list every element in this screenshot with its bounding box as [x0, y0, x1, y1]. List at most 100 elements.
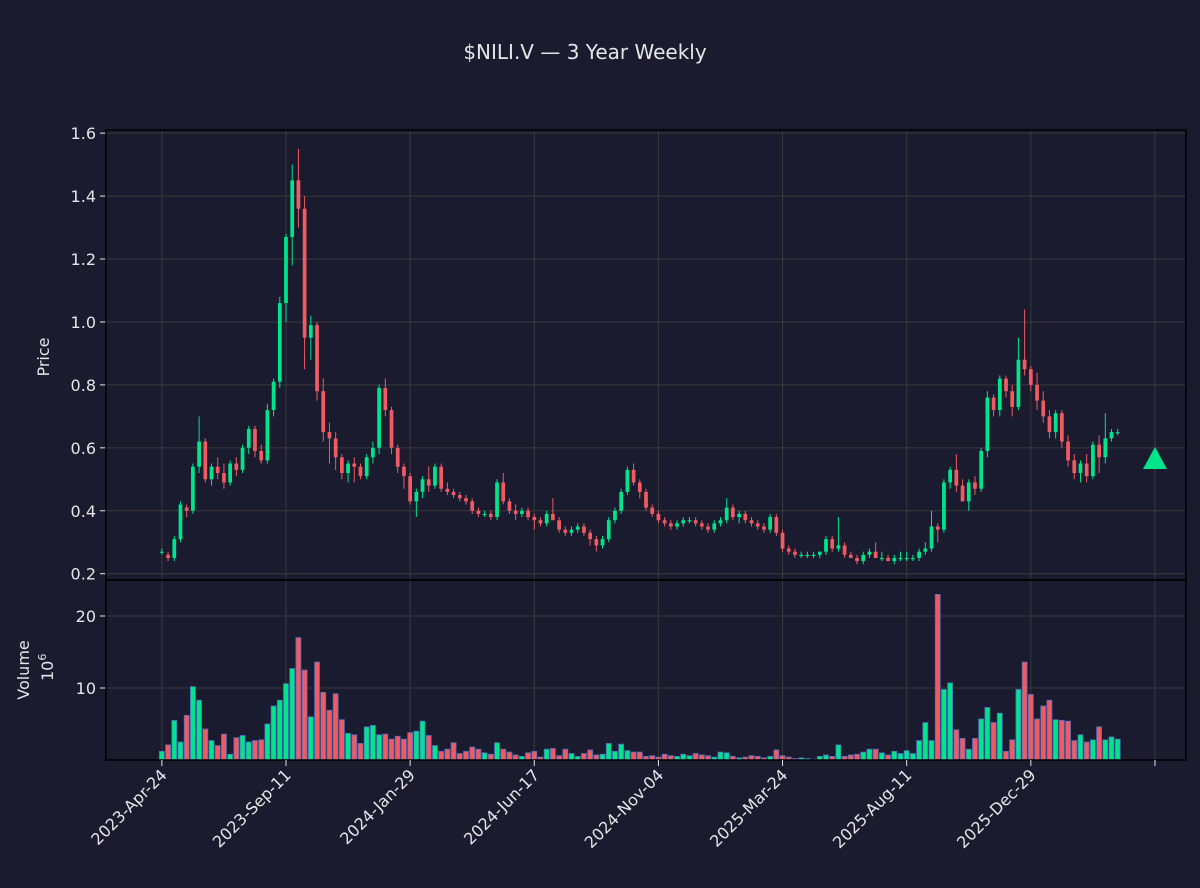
- candle-body-48: [457, 495, 462, 499]
- volume-bar-135: [996, 712, 1003, 761]
- candle-body-100: [780, 532, 785, 549]
- volume-bar-143: [1046, 699, 1053, 761]
- candle-94: [743, 510, 748, 524]
- volume-bar-109: [835, 744, 842, 761]
- candle-body-93: [737, 513, 741, 518]
- candle-0: [160, 548, 164, 555]
- volume-bar-153: [1108, 736, 1115, 761]
- candle-52: [482, 510, 487, 518]
- candle-31: [352, 457, 357, 483]
- candle-28: [333, 432, 338, 470]
- candle-38: [395, 444, 400, 474]
- candle-119: [898, 551, 903, 562]
- candle-9: [215, 457, 220, 480]
- volume-bar-107: [823, 754, 829, 761]
- candle-20: [284, 233, 288, 322]
- volume-bar-30: [345, 732, 351, 761]
- volume-bar-112: [854, 753, 860, 761]
- volume-bar-19: [276, 699, 283, 761]
- candle-97: [762, 523, 766, 533]
- candle-90: [718, 517, 723, 527]
- candle-body-84: [681, 520, 686, 524]
- candle-126: [942, 479, 946, 533]
- candle-135: [997, 375, 1002, 417]
- candle-44: [433, 463, 437, 489]
- candle-39: [402, 463, 406, 489]
- volume-bar-12: [233, 737, 240, 761]
- candle-64: [557, 517, 561, 533]
- candle-body-94: [743, 513, 748, 521]
- volume-bar-48: [456, 753, 463, 761]
- candle-63: [551, 498, 555, 521]
- candle-body-43: [426, 479, 431, 486]
- candle-body-60: [532, 517, 537, 521]
- candle-body-135: [997, 378, 1002, 411]
- candle-body-5: [191, 466, 195, 511]
- volume-bar-26: [320, 691, 327, 761]
- candle-body-45: [439, 466, 444, 489]
- candle-139: [1022, 309, 1027, 376]
- volume-bar-136: [1003, 750, 1009, 761]
- volume-bar-124: [928, 740, 935, 761]
- candle-130: [966, 479, 971, 511]
- candle-7: [203, 438, 208, 483]
- candle-body-101: [786, 548, 791, 552]
- price-tick-label-3: 0.8: [71, 376, 96, 395]
- volume-axis-ticks: 10 20: [76, 607, 106, 698]
- volume-bar-125: [934, 594, 941, 761]
- candle-71: [600, 535, 605, 549]
- volume-bar-91: [723, 752, 730, 761]
- candle-body-130: [966, 482, 971, 502]
- volume-bar-113: [860, 751, 867, 761]
- volume-bar-146: [1065, 720, 1071, 761]
- candle-122: [917, 548, 921, 562]
- volume-bar-8: [208, 740, 215, 761]
- candle-body-36: [383, 388, 388, 411]
- candle-body-151: [1097, 444, 1101, 458]
- candle-body-78: [644, 491, 648, 508]
- candle-103: [799, 551, 804, 558]
- candle-37: [389, 406, 394, 455]
- volume-bar-55: [500, 748, 507, 761]
- volume-bar-132: [978, 718, 985, 761]
- candle-body-109: [836, 545, 841, 549]
- candle-body-74: [619, 491, 624, 511]
- candle-137: [1010, 384, 1015, 417]
- candle-body-136: [1004, 378, 1008, 392]
- candle-100: [780, 529, 785, 552]
- candle-body-73: [613, 510, 617, 521]
- volume-bar-46: [444, 748, 451, 761]
- candle-body-56: [507, 501, 512, 511]
- volume-bar-139: [1021, 661, 1028, 761]
- candle-body-134: [991, 397, 996, 411]
- candle-107: [824, 535, 828, 555]
- candle-body-15: [253, 428, 257, 451]
- volume-bar-25: [314, 661, 320, 761]
- price-tick-label-1: 0.4: [71, 502, 96, 521]
- volume-bar-13: [239, 735, 246, 761]
- candle-body-95: [749, 520, 754, 524]
- candle-body-69: [588, 532, 592, 540]
- candle-25: [315, 321, 319, 401]
- candle-8: [209, 463, 214, 486]
- volume-bar-10: [221, 733, 227, 761]
- candle-body-24: [308, 325, 313, 338]
- volume-bar-43: [425, 735, 432, 761]
- candle-body-126: [942, 482, 946, 530]
- candle-79: [650, 504, 655, 518]
- candle-body-52: [482, 513, 487, 516]
- candle-body-147: [1072, 460, 1077, 474]
- candle-12: [234, 457, 239, 477]
- candle-72: [606, 517, 611, 543]
- volume-bar-52: [481, 752, 488, 761]
- candle-26: [321, 378, 326, 442]
- candle-body-137: [1010, 391, 1015, 407]
- candle-body-66: [569, 529, 574, 533]
- candle-body-10: [222, 473, 226, 483]
- candle-24: [308, 315, 313, 360]
- volume-bar-53: [487, 753, 494, 761]
- x-tick-label-4: 2024-Nov-04: [581, 765, 668, 852]
- volume-scale-exponent: 6: [36, 654, 49, 661]
- candle-body-42: [420, 479, 425, 492]
